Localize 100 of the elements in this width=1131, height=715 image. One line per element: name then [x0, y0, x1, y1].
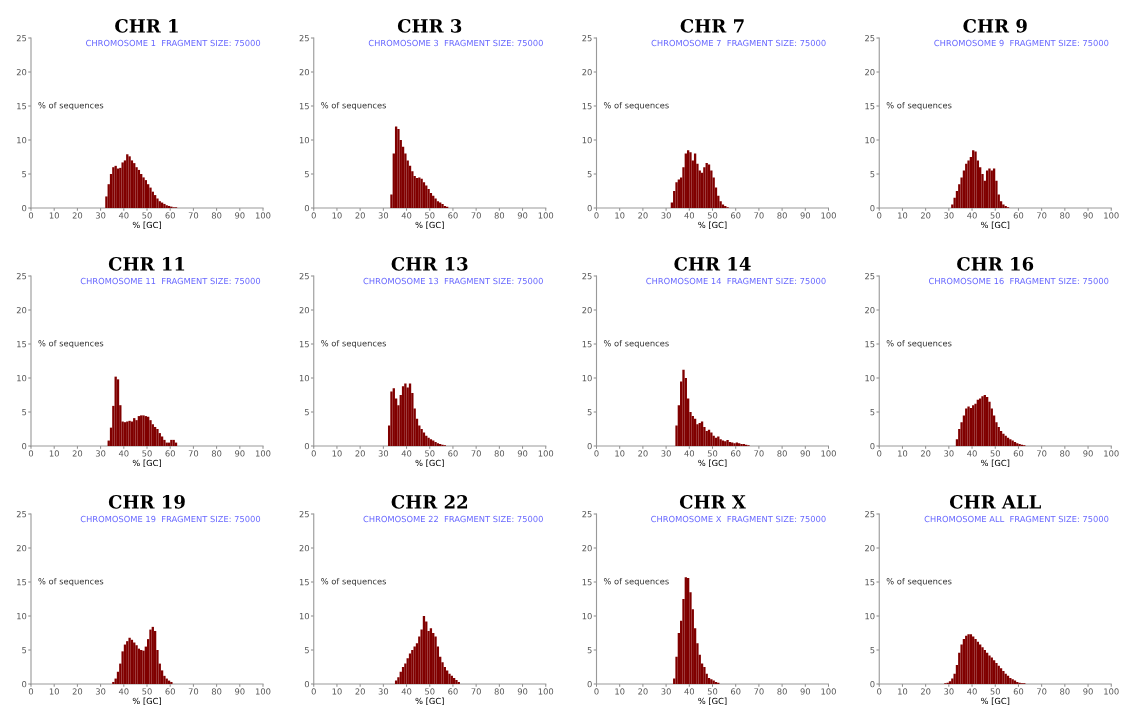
x-tick-label: 90 — [800, 688, 811, 695]
x-tick-label: 80 — [1060, 450, 1070, 457]
chart-subtitle: CHROMOSOME 16 FRAGMENT SIZE: 75000 — [928, 277, 1109, 285]
x-tick-label: 10 — [49, 450, 59, 457]
x-tick-label: 0 — [877, 212, 882, 219]
x-axis-title: % [GC] — [698, 697, 727, 706]
x-tick-label: 40 — [401, 688, 412, 695]
x-tick-label: 80 — [777, 450, 787, 457]
x-tick-label: 100 — [1104, 212, 1119, 219]
chart-title: CHR 22 — [391, 495, 468, 509]
y-tick-label: 15 — [865, 103, 875, 110]
x-tick-label: 100 — [538, 450, 554, 457]
y-tick-label: 0 — [304, 442, 310, 450]
y-tick-label: 20 — [16, 544, 27, 552]
y-axis-title: % of sequences — [886, 577, 952, 587]
y-tick-label: 25 — [865, 34, 875, 42]
y-tick-label: 10 — [865, 136, 875, 144]
x-tick-label: 60 — [1013, 450, 1024, 457]
y-axis-title: % of sequences — [603, 577, 669, 587]
x-tick-label: 90 — [800, 450, 811, 457]
x-tick-label: 20 — [920, 688, 931, 695]
x-tick-label: 30 — [378, 688, 389, 695]
x-tick-label: 80 — [494, 212, 505, 219]
y-tick-label: 0 — [587, 680, 592, 688]
x-axis-title: % [GC] — [415, 221, 444, 230]
y-tick-label: 10 — [865, 612, 875, 620]
x-tick-label: 60 — [730, 688, 741, 695]
x-tick-label: 100 — [538, 688, 554, 695]
y-tick-label: 5 — [870, 409, 875, 416]
x-tick-label: 60 — [1013, 688, 1024, 695]
x-tick-label: 100 — [1104, 688, 1119, 695]
chart-title: CHR 11 — [108, 257, 185, 271]
y-tick-label: 10 — [582, 136, 592, 144]
y-tick-label: 10 — [17, 374, 27, 382]
x-tick-label: 40 — [684, 212, 695, 219]
x-tick-label: 70 — [471, 688, 481, 695]
y-tick-label: 15 — [17, 103, 27, 110]
x-tick-label: 50 — [142, 450, 152, 457]
y-tick-label: 10 — [299, 374, 310, 382]
y-axis-title: % of sequences — [38, 577, 104, 587]
x-tick-label: 90 — [1083, 450, 1093, 457]
x-tick-label: 100 — [1104, 450, 1119, 457]
y-tick-label: 0 — [304, 204, 310, 212]
y-tick-label: 10 — [17, 612, 27, 620]
y-tick-label: 0 — [22, 680, 27, 688]
chart-subtitle: CHROMOSOME 22 FRAGMENT SIZE: 75000 — [363, 515, 543, 523]
x-tick-label: 30 — [95, 212, 106, 219]
x-tick-label: 0 — [877, 450, 882, 457]
y-tick-label: 15 — [17, 341, 27, 348]
y-tick-label: 10 — [299, 612, 310, 620]
x-tick-label: 60 — [730, 450, 741, 457]
x-tick-label: 40 — [401, 212, 412, 219]
x-tick-label: 30 — [661, 212, 671, 219]
y-tick-label: 25 — [16, 272, 27, 280]
x-tick-label: 100 — [821, 688, 836, 695]
x-tick-label: 90 — [800, 212, 811, 219]
x-axis-title: % [GC] — [981, 459, 1010, 468]
y-tick-label: 15 — [582, 579, 592, 586]
x-tick-label: 0 — [594, 688, 599, 695]
chart-subtitle: CHROMOSOME ALL FRAGMENT SIZE: 75000 — [924, 515, 1109, 523]
x-tick-label: 0 — [877, 688, 882, 695]
x-tick-label: 90 — [1083, 212, 1093, 219]
y-tick-label: 5 — [587, 409, 592, 416]
chart-subtitle: CHROMOSOME 9 FRAGMENT SIZE: 75000 — [934, 39, 1109, 47]
x-tick-label: 30 — [95, 450, 106, 457]
y-tick-label: 5 — [22, 171, 27, 178]
chart-title: CHR 14 — [674, 257, 751, 271]
x-tick-label: 0 — [28, 450, 34, 457]
x-tick-label: 0 — [311, 688, 316, 695]
x-tick-label: 20 — [638, 212, 648, 219]
x-tick-label: 30 — [944, 450, 954, 457]
x-tick-label: 90 — [517, 212, 528, 219]
x-tick-label: 30 — [944, 688, 954, 695]
y-tick-label: 20 — [865, 68, 875, 76]
x-tick-label: 60 — [165, 688, 175, 695]
y-tick-label: 20 — [582, 306, 592, 314]
y-axis-title: % of sequences — [38, 339, 104, 349]
x-tick-label: 40 — [684, 688, 695, 695]
x-tick-label: 80 — [211, 212, 222, 219]
y-tick-label: 20 — [865, 544, 875, 552]
x-tick-label: 50 — [142, 688, 152, 695]
y-tick-label: 15 — [582, 341, 592, 348]
x-tick-label: 80 — [777, 212, 787, 219]
y-tick-label: 15 — [299, 579, 309, 586]
x-tick-label: 90 — [517, 688, 528, 695]
y-axis-title: % of sequences — [321, 339, 387, 349]
x-tick-label: 90 — [235, 688, 245, 695]
y-tick-label: 0 — [870, 442, 875, 450]
y-axis-title: % of sequences — [603, 101, 669, 111]
x-tick-label: 10 — [615, 688, 625, 695]
chart-title: CHR ALL — [949, 495, 1041, 509]
x-tick-label: 10 — [49, 688, 59, 695]
x-tick-label: 50 — [707, 688, 718, 695]
x-tick-label: 70 — [754, 688, 764, 695]
x-tick-label: 80 — [777, 688, 787, 695]
y-tick-label: 20 — [299, 544, 310, 552]
x-tick-label: 60 — [165, 212, 175, 219]
y-axis-title: % of sequences — [603, 339, 669, 349]
x-tick-label: 40 — [967, 212, 977, 219]
y-axis-title: % of sequences — [886, 339, 952, 349]
